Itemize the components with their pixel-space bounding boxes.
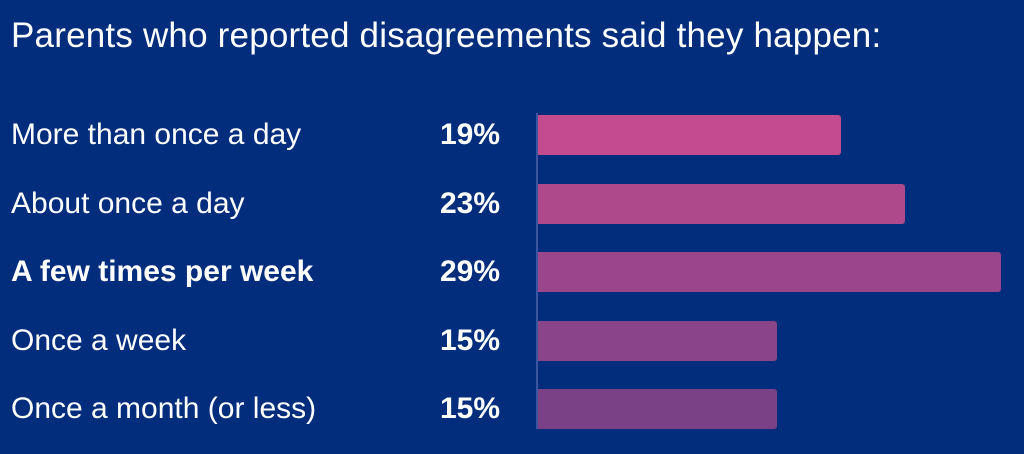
category-label: About once a day — [11, 186, 245, 220]
bar — [538, 320, 778, 361]
category-label: Once a week — [11, 323, 187, 357]
category-label: A few times per week — [11, 255, 314, 288]
value-label: 19% — [439, 118, 500, 151]
category-label: Once a month (or less) — [11, 392, 317, 425]
category-axis-line — [536, 113, 538, 429]
value-label: 29% — [439, 255, 500, 288]
value-label: 23% — [439, 186, 500, 220]
bar — [538, 115, 842, 155]
bar — [538, 252, 1001, 292]
value-label: 15% — [439, 323, 500, 357]
bar — [538, 183, 906, 224]
chart-title: Parents who reported disagreements said … — [11, 16, 882, 55]
bar — [538, 389, 778, 429]
value-label: 15% — [439, 392, 500, 425]
category-label: More than once a day — [11, 118, 302, 151]
